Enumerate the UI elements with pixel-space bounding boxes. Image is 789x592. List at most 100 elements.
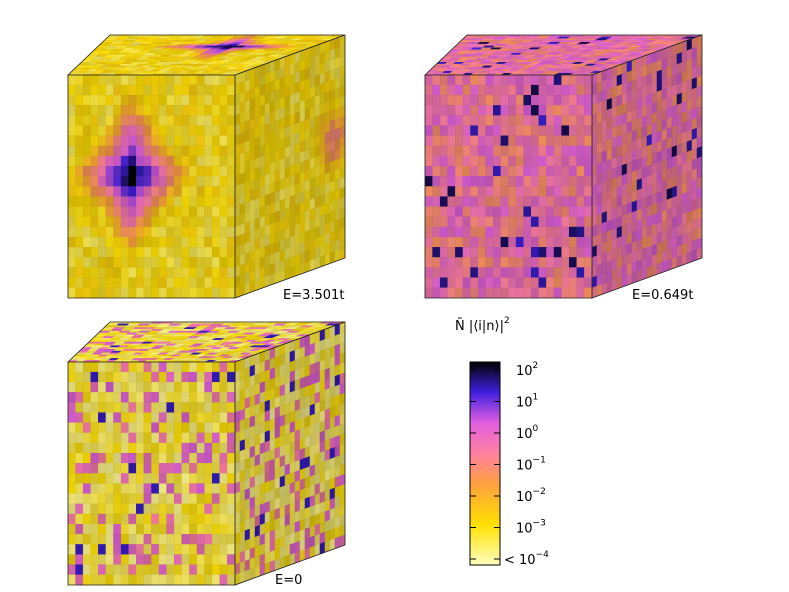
voxel bbox=[485, 74, 494, 86]
voxel bbox=[181, 84, 190, 96]
voxel bbox=[568, 145, 578, 157]
voxel bbox=[584, 165, 593, 177]
voxel bbox=[508, 247, 517, 258]
voxel bbox=[98, 74, 107, 86]
voxel bbox=[105, 186, 114, 197]
voxel bbox=[211, 564, 221, 576]
voxel bbox=[211, 493, 221, 505]
voxel bbox=[90, 493, 99, 505]
voxel bbox=[189, 371, 198, 383]
voxel bbox=[136, 95, 145, 106]
voxel bbox=[204, 554, 213, 565]
voxel bbox=[120, 176, 129, 187]
voxel bbox=[174, 554, 183, 565]
voxel bbox=[143, 402, 152, 413]
voxel bbox=[576, 287, 585, 299]
voxel bbox=[98, 371, 107, 383]
voxel bbox=[515, 74, 524, 86]
voxel bbox=[546, 287, 555, 299]
voxel bbox=[136, 226, 145, 238]
voxel bbox=[227, 402, 236, 413]
voxel bbox=[432, 105, 441, 116]
voxel bbox=[211, 513, 221, 525]
voxel bbox=[75, 74, 84, 86]
voxel bbox=[143, 493, 152, 505]
voxel bbox=[143, 574, 152, 586]
voxel bbox=[151, 115, 160, 126]
voxel bbox=[181, 165, 190, 177]
voxel bbox=[166, 196, 175, 208]
voxel bbox=[67, 236, 76, 248]
voxel bbox=[500, 165, 509, 177]
voxel bbox=[462, 247, 471, 258]
exponent: 1 bbox=[533, 393, 539, 403]
voxel bbox=[568, 84, 578, 96]
voxel bbox=[204, 473, 213, 484]
voxel bbox=[553, 145, 562, 157]
voxel bbox=[424, 105, 433, 116]
voxel bbox=[576, 226, 585, 238]
voxel bbox=[189, 257, 198, 268]
voxel bbox=[143, 503, 152, 515]
voxel bbox=[67, 287, 76, 299]
voxel bbox=[500, 287, 509, 299]
voxel bbox=[151, 267, 160, 278]
voxel bbox=[196, 95, 205, 106]
voxel bbox=[98, 247, 107, 258]
voxel bbox=[485, 95, 494, 106]
voxel bbox=[204, 523, 213, 535]
voxel bbox=[546, 176, 555, 187]
voxel bbox=[143, 513, 152, 525]
voxel bbox=[98, 463, 107, 474]
voxel bbox=[136, 523, 145, 535]
voxel bbox=[128, 554, 137, 565]
voxel bbox=[204, 382, 213, 393]
voxel bbox=[181, 135, 190, 147]
voxel bbox=[561, 186, 570, 197]
voxel bbox=[493, 135, 502, 147]
voxel bbox=[120, 196, 129, 208]
voxel bbox=[105, 145, 114, 157]
voxel bbox=[136, 574, 145, 586]
voxel bbox=[219, 361, 228, 373]
voxel bbox=[546, 267, 555, 278]
voxel bbox=[90, 483, 99, 495]
voxel bbox=[67, 277, 76, 289]
voxel bbox=[219, 574, 228, 586]
voxel bbox=[113, 402, 122, 413]
base: 10 bbox=[519, 553, 536, 568]
voxel bbox=[204, 493, 213, 505]
voxel bbox=[196, 463, 205, 474]
voxel bbox=[189, 74, 198, 86]
voxel bbox=[538, 135, 547, 147]
voxel bbox=[151, 534, 160, 545]
voxel bbox=[174, 226, 183, 238]
voxel bbox=[67, 493, 76, 505]
voxel bbox=[143, 257, 152, 268]
voxel bbox=[82, 277, 92, 289]
voxel bbox=[568, 257, 578, 268]
voxel bbox=[227, 422, 236, 434]
voxel bbox=[546, 115, 555, 126]
voxel bbox=[204, 503, 213, 515]
voxel bbox=[470, 115, 479, 126]
voxel bbox=[105, 392, 114, 403]
voxel bbox=[113, 371, 122, 383]
voxel bbox=[113, 165, 122, 177]
voxel bbox=[196, 452, 205, 464]
voxel bbox=[424, 277, 433, 289]
voxel bbox=[158, 473, 167, 484]
voxel bbox=[151, 452, 160, 464]
voxel bbox=[204, 247, 213, 258]
voxel bbox=[439, 135, 449, 147]
voxel bbox=[113, 115, 122, 126]
voxel bbox=[568, 206, 578, 218]
voxel bbox=[90, 574, 99, 586]
voxel bbox=[67, 371, 76, 383]
voxel bbox=[174, 216, 183, 228]
voxel bbox=[576, 257, 585, 268]
voxel bbox=[98, 135, 107, 147]
voxel bbox=[128, 95, 137, 106]
voxel bbox=[136, 115, 145, 126]
voxel bbox=[67, 534, 76, 545]
